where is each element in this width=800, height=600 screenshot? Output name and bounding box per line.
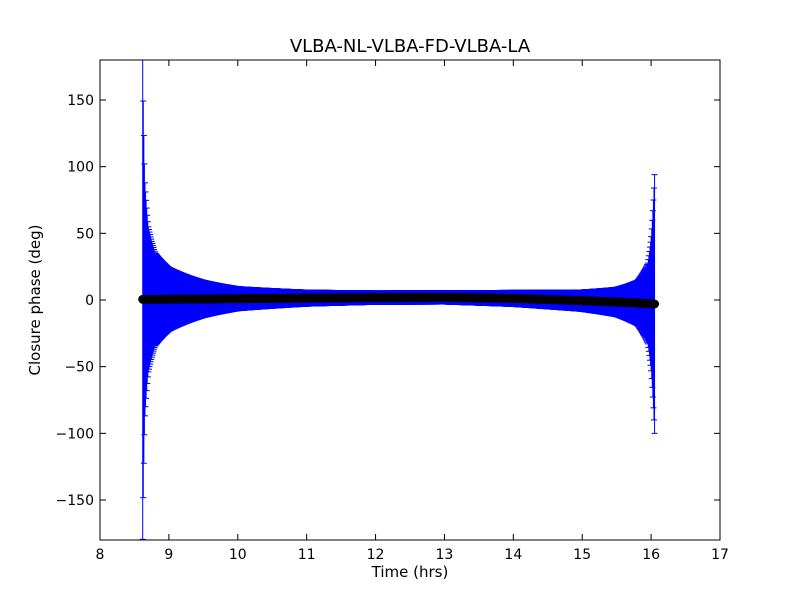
- y-tick-label: 150: [67, 93, 94, 109]
- x-axis-ticks: 8 9 10 11 12 13 14 15 16 17: [96, 60, 729, 563]
- x-tick-label: 15: [573, 547, 591, 563]
- x-axis-label: Time (hrs): [371, 563, 449, 581]
- y-tick-label: 50: [76, 226, 94, 242]
- x-tick-label: 10: [229, 547, 247, 563]
- y-tick-label: −150: [56, 493, 94, 509]
- x-tick-label: 11: [298, 547, 316, 563]
- y-tick-label: −100: [56, 426, 94, 442]
- x-tick-label: 14: [504, 547, 522, 563]
- y-tick-label: 100: [67, 160, 94, 176]
- y-axis-ticks: −150 −100 −50 0 50 100 150: [56, 93, 720, 509]
- chart-title: VLBA-NL-VLBA-FD-VLBA-LA: [290, 36, 531, 57]
- x-tick-label: 8: [96, 547, 105, 563]
- y-tick-label: −50: [64, 360, 94, 376]
- x-tick-label: 12: [367, 547, 385, 563]
- x-tick-label: 13: [436, 547, 454, 563]
- y-axis-label: Closure phase (deg): [26, 225, 44, 376]
- data-point: [650, 299, 660, 309]
- data-points: [138, 292, 660, 309]
- x-tick-label: 9: [164, 547, 173, 563]
- x-tick-label: 16: [642, 547, 660, 563]
- y-tick-label: 0: [85, 293, 94, 309]
- x-tick-label: 17: [711, 547, 729, 563]
